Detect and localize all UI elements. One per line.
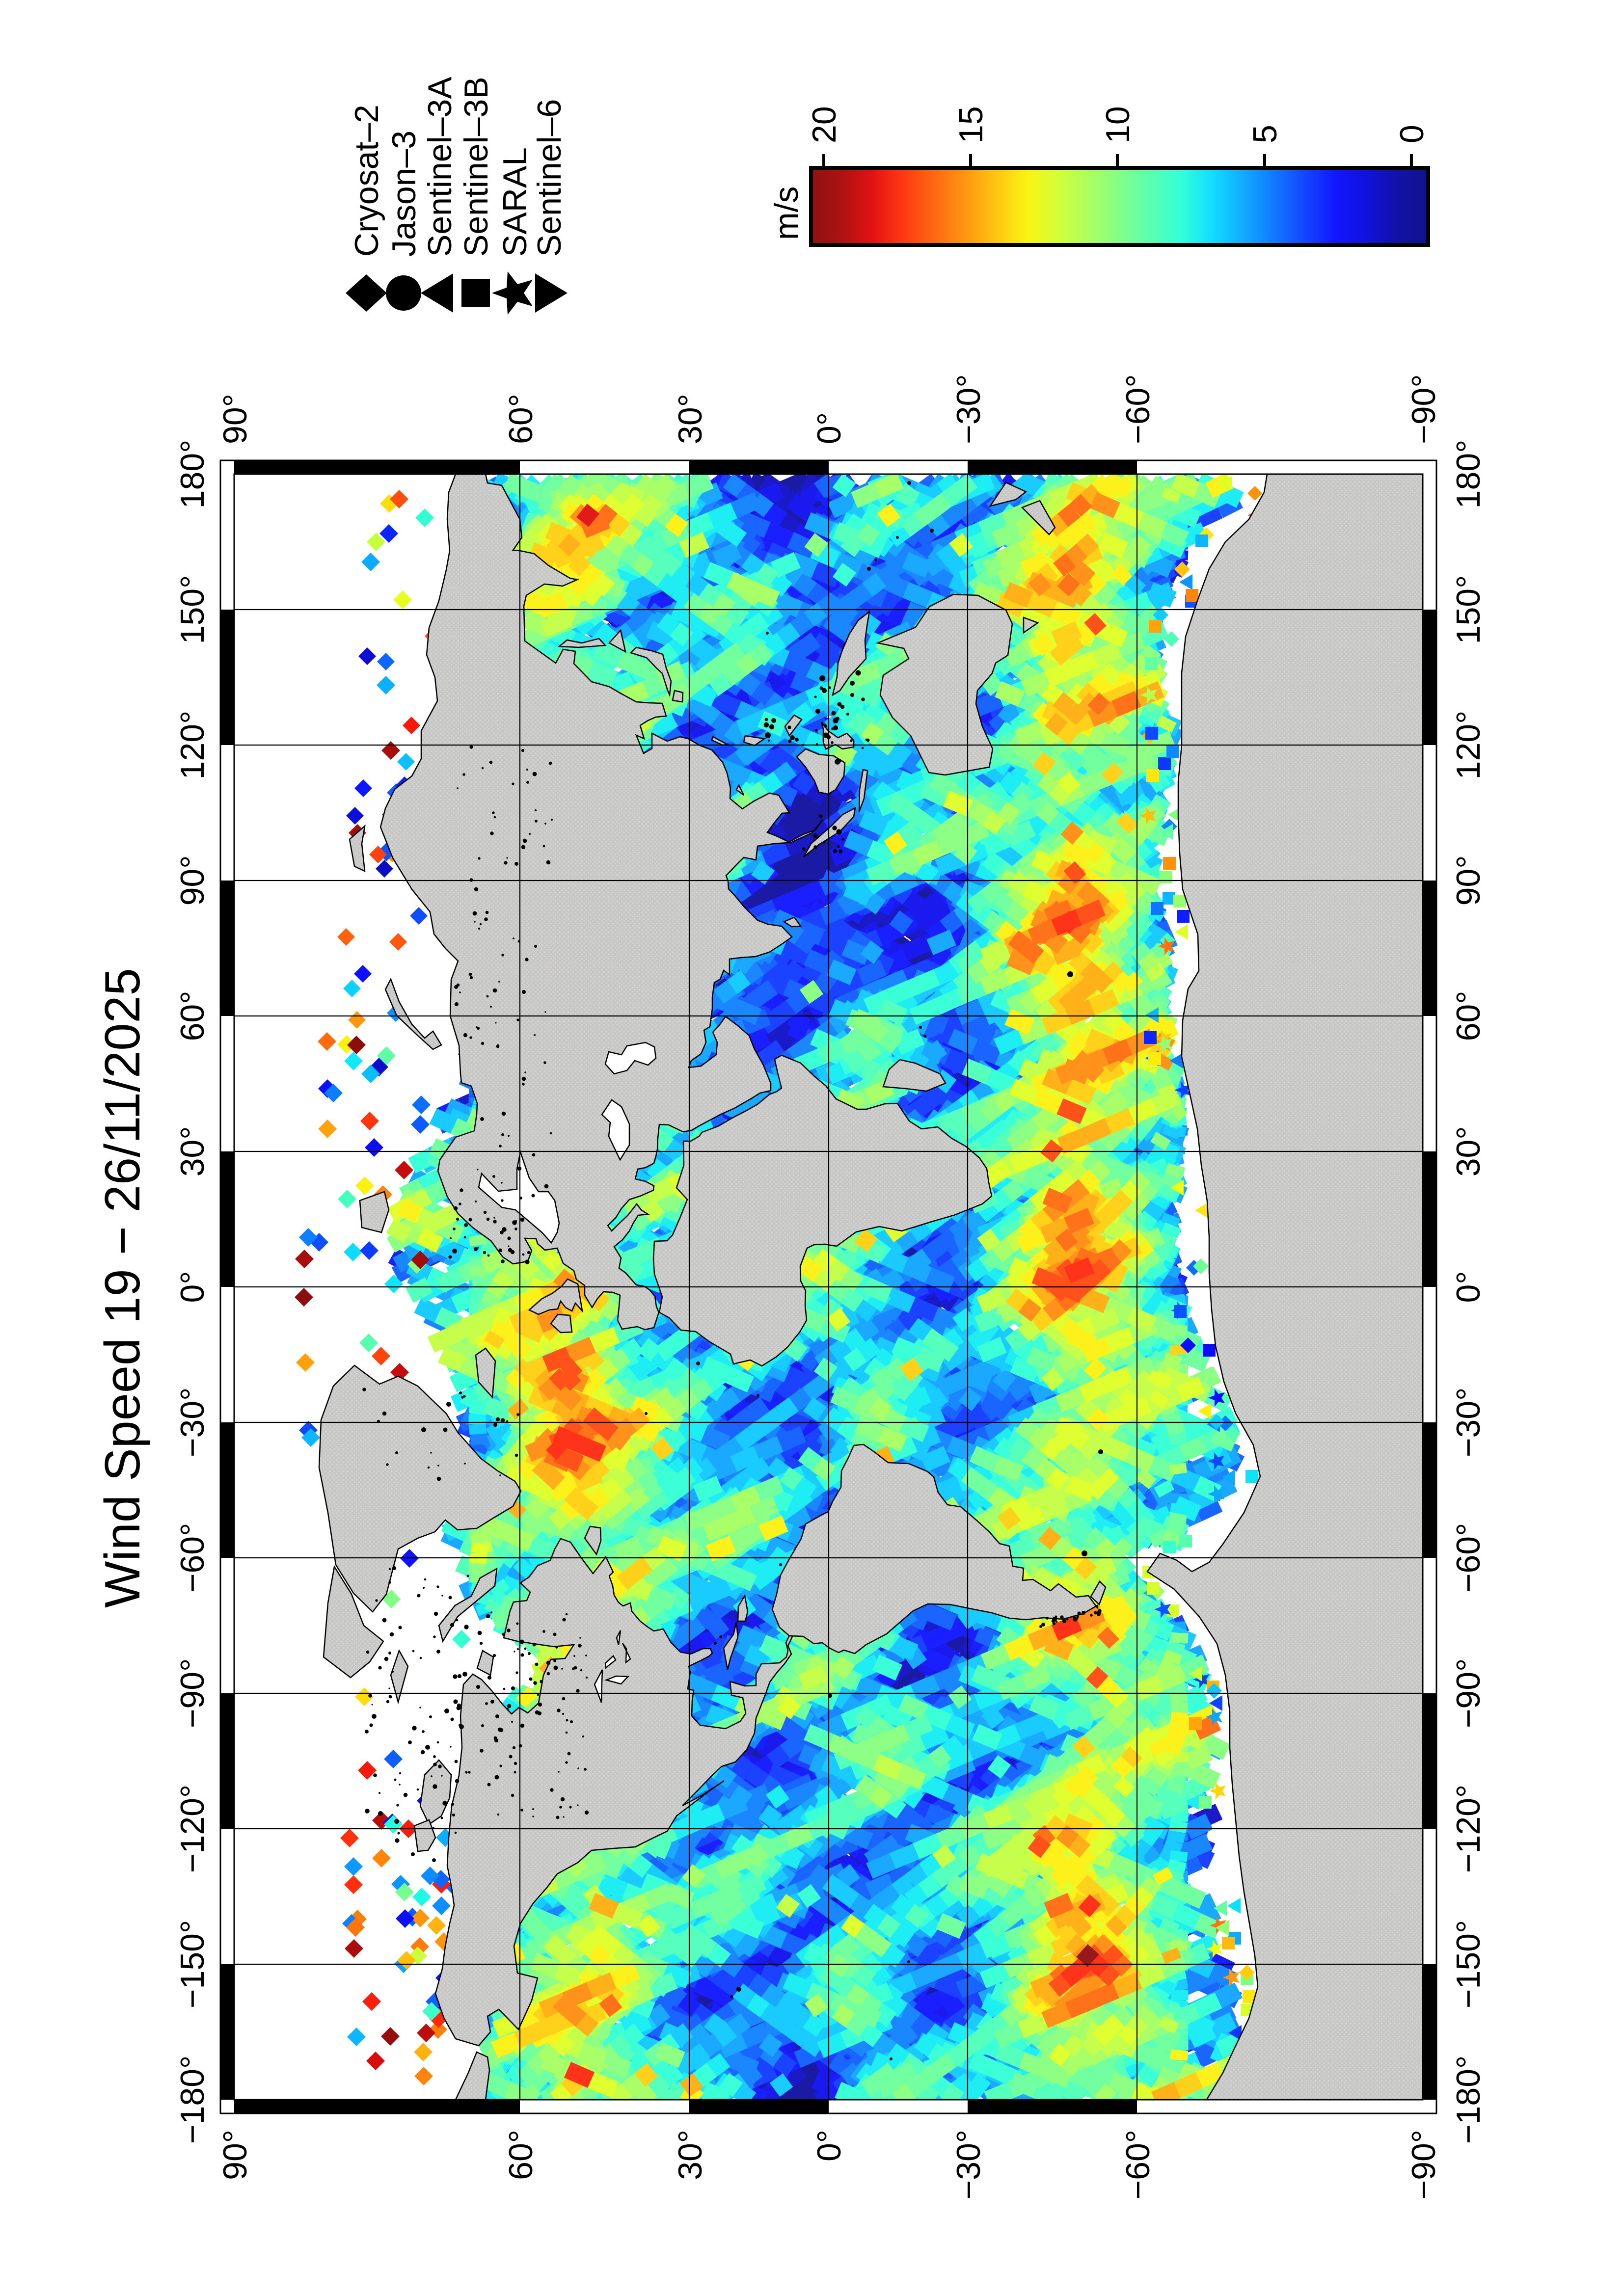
svg-text:Wind Speed 19 − 26/11/2025: Wind Speed 19 − 26/11/2025 bbox=[95, 968, 150, 1608]
svg-text:−150°: −150° bbox=[1450, 1920, 1487, 2008]
svg-text:180°: 180° bbox=[174, 440, 211, 509]
svg-text:−90°: −90° bbox=[1405, 2130, 1442, 2200]
svg-text:−30°: −30° bbox=[174, 1388, 211, 1458]
svg-text:15: 15 bbox=[952, 106, 990, 143]
svg-text:30°: 30° bbox=[1450, 1126, 1487, 1177]
svg-text:−60°: −60° bbox=[1119, 374, 1157, 444]
svg-text:60°: 60° bbox=[1450, 991, 1487, 1041]
svg-text:90°: 90° bbox=[216, 2130, 254, 2180]
svg-text:Jason–3: Jason–3 bbox=[385, 131, 423, 257]
svg-text:m/s: m/s bbox=[768, 186, 805, 240]
svg-text:SARAL: SARAL bbox=[496, 147, 534, 257]
svg-text:0°: 0° bbox=[811, 412, 848, 444]
svg-text:20: 20 bbox=[806, 106, 843, 143]
svg-text:90°: 90° bbox=[216, 394, 254, 444]
svg-text:−180°: −180° bbox=[174, 2056, 211, 2144]
svg-text:−90°: −90° bbox=[174, 1658, 211, 1729]
svg-text:−60°: −60° bbox=[1119, 2130, 1157, 2200]
svg-text:90°: 90° bbox=[174, 855, 211, 906]
svg-text:120°: 120° bbox=[174, 711, 211, 780]
svg-text:60°: 60° bbox=[502, 2130, 540, 2180]
svg-text:180°: 180° bbox=[1450, 440, 1487, 509]
svg-text:−90°: −90° bbox=[1450, 1658, 1487, 1729]
svg-text:60°: 60° bbox=[502, 394, 540, 444]
svg-text:−60°: −60° bbox=[174, 1523, 211, 1593]
svg-text:10: 10 bbox=[1099, 106, 1136, 143]
svg-text:30°: 30° bbox=[672, 394, 709, 444]
svg-text:−30°: −30° bbox=[950, 2130, 987, 2200]
svg-text:30°: 30° bbox=[174, 1126, 211, 1177]
svg-text:−120°: −120° bbox=[174, 1785, 211, 1873]
svg-text:−30°: −30° bbox=[950, 374, 987, 444]
svg-text:Sentinel–6: Sentinel–6 bbox=[531, 99, 568, 257]
svg-text:Sentinel–3B: Sentinel–3B bbox=[458, 77, 495, 257]
svg-text:−150°: −150° bbox=[174, 1920, 211, 2008]
svg-text:60°: 60° bbox=[174, 991, 211, 1041]
svg-text:−120°: −120° bbox=[1450, 1785, 1487, 1873]
svg-text:Cryosat–2: Cryosat–2 bbox=[348, 105, 385, 257]
svg-text:120°: 120° bbox=[1450, 711, 1487, 780]
svg-text:Sentinel–3A: Sentinel–3A bbox=[421, 77, 459, 257]
svg-text:0: 0 bbox=[1393, 125, 1431, 143]
svg-text:150°: 150° bbox=[1450, 575, 1487, 644]
svg-text:−60°: −60° bbox=[1450, 1523, 1487, 1593]
svg-text:−90°: −90° bbox=[1405, 374, 1442, 444]
svg-text:90°: 90° bbox=[1450, 855, 1487, 906]
svg-text:0°: 0° bbox=[1450, 1271, 1487, 1303]
svg-text:150°: 150° bbox=[174, 575, 211, 644]
svg-text:−180°: −180° bbox=[1450, 2056, 1487, 2144]
svg-text:5: 5 bbox=[1246, 125, 1284, 143]
svg-text:30°: 30° bbox=[672, 2130, 709, 2180]
svg-text:0°: 0° bbox=[811, 2130, 848, 2162]
svg-text:−30°: −30° bbox=[1450, 1388, 1487, 1458]
svg-text:0°: 0° bbox=[174, 1271, 211, 1303]
